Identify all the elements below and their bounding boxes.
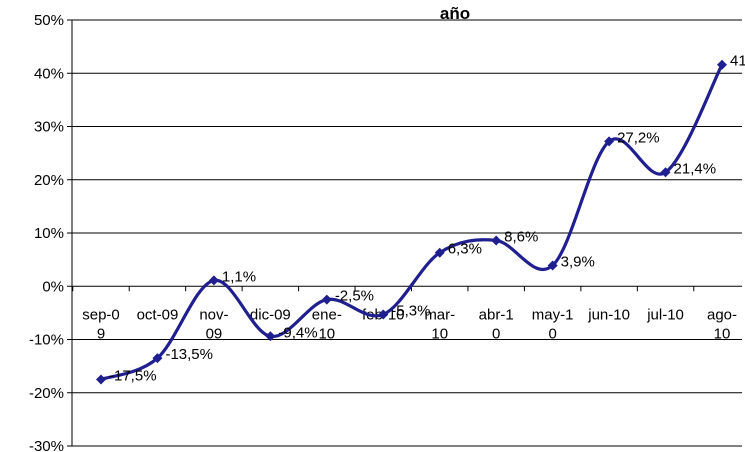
data-point xyxy=(321,294,332,305)
chart-title: año xyxy=(440,4,470,23)
x-tick-label: dic-09 xyxy=(250,306,291,323)
data-label: 41,6% xyxy=(730,53,745,70)
y-tick-label: -30% xyxy=(29,438,64,452)
data-label: 6,3% xyxy=(448,241,482,258)
data-label: -13,5% xyxy=(165,346,213,363)
x-tick-label: may-1 0 xyxy=(532,306,574,342)
x-tick-label: abr-1 0 xyxy=(479,306,514,342)
data-point xyxy=(265,331,276,342)
data-point xyxy=(491,235,502,246)
data-point xyxy=(660,167,671,178)
data-point xyxy=(434,247,445,258)
y-tick-label: 20% xyxy=(34,172,64,189)
data-label: 8,6% xyxy=(504,228,538,245)
data-point xyxy=(96,374,106,385)
x-tick-label: sep-0 9 xyxy=(82,306,120,342)
data-point xyxy=(152,353,163,364)
data-point xyxy=(208,275,219,286)
series-line xyxy=(100,63,724,381)
data-label: -5,3% xyxy=(391,302,430,319)
data-point xyxy=(547,260,558,271)
x-tick-label: ago-10 xyxy=(707,306,737,342)
x-tick-label: ene-10 xyxy=(312,306,342,342)
axes xyxy=(71,20,695,446)
y-axis-ticks: 50% 40% 30% 20% 10% 0% -10% -20% -30% xyxy=(29,12,64,452)
data-label: 3,9% xyxy=(561,253,595,270)
data-label: 27,2% xyxy=(617,129,660,146)
y-tick-label: 0% xyxy=(42,278,64,295)
data-label: 1,1% xyxy=(222,268,256,285)
y-tick-label: -20% xyxy=(29,385,64,402)
x-tick-label: oct-09 xyxy=(137,306,179,323)
y-tick-label: 30% xyxy=(34,119,64,136)
gridlines xyxy=(67,19,742,447)
x-tick-label: nov-09 xyxy=(199,306,228,342)
x-tick-label: jun-10 xyxy=(587,306,630,323)
y-tick-label: 50% xyxy=(34,12,64,29)
data-labels: -17,5% -13,5% 1,1% -9,4% -2,5% -5,3% 6,3% 8,6% 3… xyxy=(109,53,745,385)
data-point xyxy=(717,59,727,70)
x-tick-label: mar-10 xyxy=(424,306,455,342)
data-point xyxy=(604,136,615,147)
y-tick-label: -10% xyxy=(29,332,64,349)
data-label: -2,5% xyxy=(335,288,374,305)
data-point xyxy=(378,309,389,320)
y-tick-label: 10% xyxy=(34,225,64,242)
data-label: 21,4% xyxy=(674,160,717,177)
x-tick-label: jul-10 xyxy=(646,306,684,323)
y-tick-label: 40% xyxy=(34,65,64,82)
data-label: -9,4% xyxy=(278,324,317,341)
data-label: -17,5% xyxy=(109,367,157,384)
data-series xyxy=(96,59,727,385)
